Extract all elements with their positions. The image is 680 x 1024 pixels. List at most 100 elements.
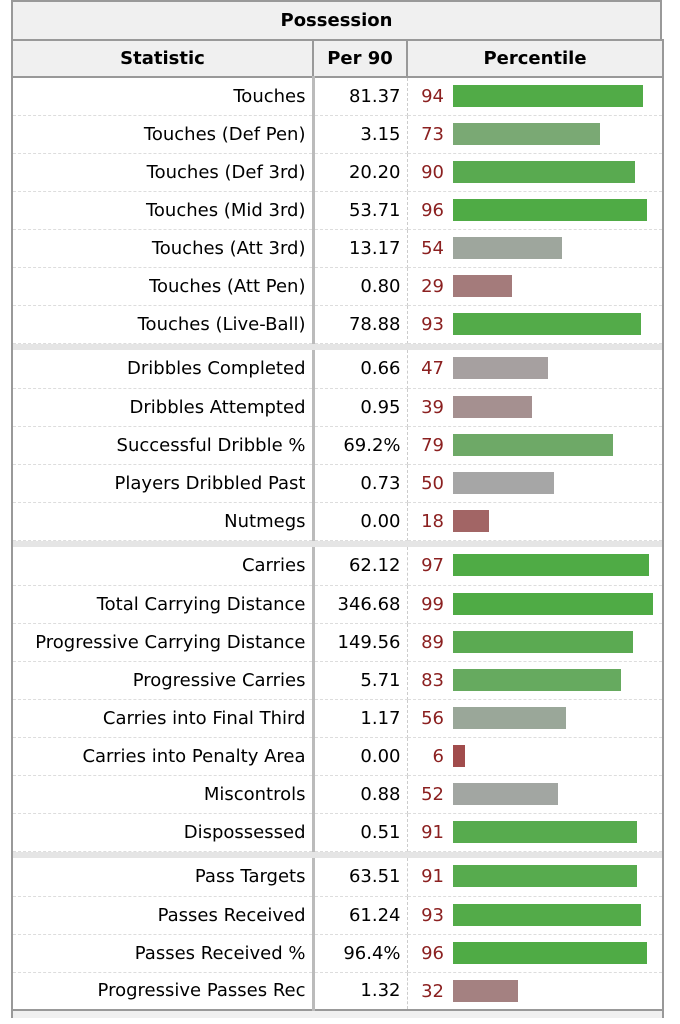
percentile-bar: [452, 820, 637, 843]
per90-value: 3.15: [313, 115, 408, 154]
statistic-name: Miscontrols: [11, 775, 315, 814]
per90-value: 0.95: [313, 388, 408, 427]
table-row: Players Dribbled Past 0.73 50: [11, 464, 664, 503]
per90-value: 78.88: [313, 305, 408, 344]
percentile-value: 91: [421, 866, 444, 887]
statistic-name: Total Carrying Distance: [11, 585, 315, 624]
table-row: Successful Dribble % 69.2% 79: [11, 426, 664, 465]
percentile-value: 56: [421, 707, 444, 729]
table-row: Dribbles Completed 0.66 47: [11, 350, 664, 389]
table-row: Passes Received % 96.4% 96: [11, 934, 664, 973]
statistic-name: Carries into Final Third: [11, 699, 315, 738]
percentile-cell: 96: [407, 934, 664, 973]
statistic-name: Carries: [11, 547, 315, 586]
percentile-bar: [452, 744, 465, 767]
percentile-bar: [452, 85, 643, 107]
percentile-value: 32: [421, 980, 444, 1002]
percentile-bar: [452, 554, 649, 576]
group-separator: [11, 540, 664, 547]
percentile-bar: [452, 630, 633, 653]
statistic-name: Touches (Def Pen): [11, 115, 315, 154]
percentile-value: 96: [421, 199, 444, 221]
percentile-cell: 47: [407, 350, 664, 389]
percentile-cell: 97: [407, 547, 664, 586]
per90-value: 62.12: [313, 547, 408, 586]
table-row: Pass Targets 63.51 91: [11, 858, 664, 897]
per90-value: 0.00: [313, 737, 408, 776]
per90-value: 0.66: [313, 350, 408, 389]
percentile-bar: [452, 395, 532, 418]
percentile-bar: [452, 357, 548, 379]
percentile-value: 96: [421, 942, 444, 964]
per90-value: 96.4%: [313, 934, 408, 973]
table-row: Dispossessed 0.51 91: [11, 813, 664, 852]
table-row: Touches (Def Pen) 3.15 73: [11, 115, 664, 154]
percentile-value: 18: [421, 510, 444, 532]
percentile-cell: 52: [407, 775, 664, 814]
per90-value: 69.2%: [313, 426, 408, 465]
statistic-name: Touches (Att 3rd): [11, 229, 315, 268]
percentile-bar: [452, 122, 600, 145]
percentile-cell: 29: [407, 267, 664, 306]
statistic-name: Touches (Live-Ball): [11, 305, 315, 344]
percentile-cell: 73: [407, 115, 664, 154]
column-header-per90[interactable]: Per 90: [312, 39, 408, 78]
possession-stats-table: Possession Statistic Per 90 Percentile T…: [11, 0, 664, 1018]
statistic-name: Pass Targets: [11, 858, 315, 897]
percentile-value: 39: [421, 396, 444, 418]
percentile-cell: 89: [407, 623, 664, 662]
table-footer-edge: [11, 1009, 664, 1018]
percentile-cell: 18: [407, 502, 664, 541]
percentile-cell: 91: [407, 813, 664, 852]
per90-value: 13.17: [313, 229, 408, 268]
column-header-percentile[interactable]: Percentile: [406, 39, 664, 78]
table-row: Touches (Mid 3rd) 53.71 96: [11, 191, 664, 230]
percentile-bar: [452, 668, 621, 691]
percentile-value: 90: [421, 161, 444, 183]
statistic-name: Passes Received %: [11, 934, 315, 973]
table-row: Carries 62.12 97: [11, 547, 664, 586]
percentile-bar: [452, 471, 554, 494]
statistic-name: Progressive Passes Rec: [11, 972, 315, 1011]
percentile-bar: [452, 941, 647, 964]
header-row: Statistic Per 90 Percentile: [11, 39, 664, 78]
percentile-value: 93: [421, 313, 444, 335]
per90-value: 346.68: [313, 585, 408, 624]
per90-value: 0.88: [313, 775, 408, 814]
per90-value: 53.71: [313, 191, 408, 230]
per90-value: 5.71: [313, 661, 408, 700]
table-row: Touches 81.37 94: [11, 77, 664, 116]
percentile-value: 29: [421, 275, 444, 297]
percentile-value: 79: [421, 434, 444, 456]
percentile-cell: 93: [407, 305, 664, 344]
table-row: Passes Received 61.24 93: [11, 896, 664, 935]
percentile-value: 54: [421, 237, 444, 259]
percentile-bar: [452, 274, 512, 297]
percentile-cell: 6: [407, 737, 664, 776]
per90-value: 20.20: [313, 153, 408, 192]
table-row: Touches (Live-Ball) 78.88 93: [11, 305, 664, 344]
column-header-statistic[interactable]: Statistic: [11, 39, 314, 78]
percentile-bar: [452, 198, 647, 221]
statistic-name: Dribbles Attempted: [11, 388, 315, 427]
statistic-name: Progressive Carries: [11, 661, 315, 700]
statistic-name: Successful Dribble %: [11, 426, 315, 465]
percentile-bar: [452, 706, 566, 729]
table-row: Touches (Att Pen) 0.80 29: [11, 267, 664, 306]
per90-value: 1.32: [313, 972, 408, 1011]
statistic-name: Dispossessed: [11, 813, 315, 852]
table-row: Progressive Carrying Distance 149.56 89: [11, 623, 664, 662]
statistic-name: Touches (Mid 3rd): [11, 191, 315, 230]
per90-value: 149.56: [313, 623, 408, 662]
table-row: Miscontrols 0.88 52: [11, 775, 664, 814]
table-body: Touches 81.37 94 Touches (Def Pen) 3.15 73 Tou…: [11, 77, 664, 1018]
per90-value: 0.51: [313, 813, 408, 852]
per90-value: 61.24: [313, 896, 408, 935]
percentile-cell: 83: [407, 661, 664, 700]
table-row: Carries into Final Third 1.17 56: [11, 699, 664, 738]
percentile-bar: [452, 312, 641, 335]
table-row: Nutmegs 0.00 18: [11, 502, 664, 541]
table-row: Progressive Passes Rec 1.32 32: [11, 972, 664, 1011]
per90-value: 0.73: [313, 464, 408, 503]
statistic-name: Progressive Carrying Distance: [11, 623, 315, 662]
